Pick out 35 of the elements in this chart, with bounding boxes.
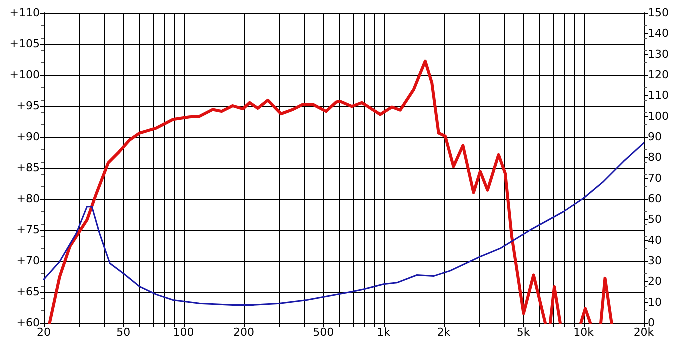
y2-tick-label: 10	[648, 296, 662, 309]
y-tick-label: +85	[16, 162, 40, 174]
y2-tick-label: 100	[648, 110, 669, 123]
y-tick-label: +90	[16, 130, 40, 144]
y2-tick-label: 90	[648, 130, 662, 144]
y2-tick-label: 130	[648, 48, 669, 61]
x-tick-label: 100	[173, 326, 194, 339]
y2-tick-label: 60	[648, 192, 662, 206]
y-tick-label: +60	[16, 316, 40, 330]
y-tick-label: +100	[10, 68, 40, 82]
y-tick-label: +80	[16, 192, 40, 206]
y-tick-label: +105	[10, 38, 40, 50]
x-tick-label: 20	[37, 326, 51, 339]
x-tick-label: 5k	[516, 326, 531, 339]
y-tick-label: +95	[16, 100, 40, 112]
y2-tick-label: 80	[648, 151, 662, 164]
y2-tick-label: 150	[648, 6, 669, 20]
y2-tick-label: 120	[648, 68, 669, 82]
y2-tick-label: 30	[648, 254, 662, 268]
y-tick-label: +110	[10, 6, 40, 20]
x-tick-label: 10k	[574, 326, 595, 339]
y-tick-label: +70	[16, 254, 40, 268]
y2-tick-label: 20	[648, 275, 662, 288]
y2-tick-label: 140	[648, 27, 669, 40]
x-tick-label: 2k	[437, 326, 452, 339]
y-tick-label: +75	[16, 224, 40, 236]
x-tick-label: 200	[234, 326, 254, 339]
y2-tick-label: 50	[648, 213, 662, 226]
y-tick-label: +65	[16, 286, 40, 298]
y2-tick-label: 110	[648, 89, 669, 102]
y2-tick-label: 70	[648, 172, 662, 185]
y2-tick-label: 40	[648, 234, 662, 247]
x-tick-label: 500	[313, 326, 334, 339]
x-tick-label: 1k	[377, 326, 392, 339]
x-tick-label: 50	[116, 326, 131, 339]
